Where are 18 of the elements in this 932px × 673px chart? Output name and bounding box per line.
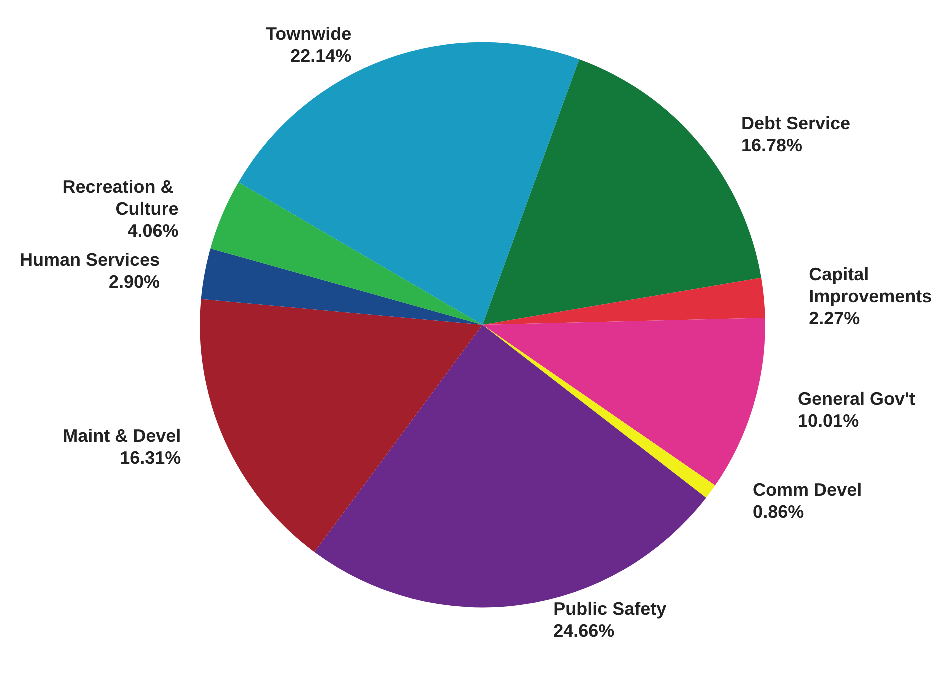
data-label: 10.01% bbox=[798, 411, 860, 432]
data-label: 4.06% bbox=[128, 220, 179, 241]
slice-label: Comm Devel bbox=[753, 480, 862, 500]
data-label: 0.86% bbox=[753, 502, 804, 522]
slice-label: Public Safety bbox=[554, 598, 667, 619]
slice-label: General Gov't bbox=[798, 389, 916, 410]
data-label: 2.27% bbox=[809, 308, 860, 329]
data-label: 16.31% bbox=[120, 448, 182, 468]
data-label: 2.90% bbox=[109, 272, 160, 292]
slice-label: Human Services bbox=[20, 250, 160, 270]
data-label: 16.78% bbox=[741, 136, 803, 156]
slice-label: Maint & Devel bbox=[63, 426, 182, 446]
data-label: 22.14% bbox=[290, 46, 352, 66]
slice-label: Debt Service bbox=[741, 114, 851, 134]
slice-label: Capital Improvements bbox=[809, 264, 932, 307]
slice-label: Recreation & Culture bbox=[62, 176, 179, 219]
slice-label: Townwide bbox=[266, 24, 352, 44]
data-label: 24.66% bbox=[554, 620, 615, 641]
